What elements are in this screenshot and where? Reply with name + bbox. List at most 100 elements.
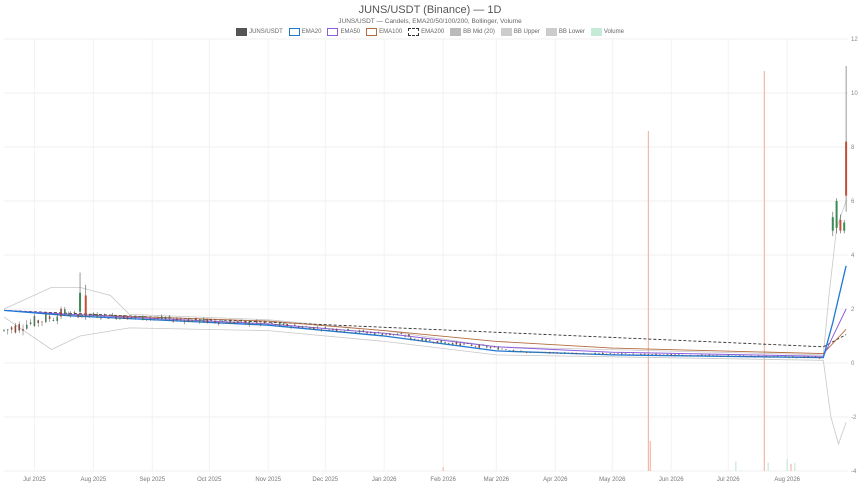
candle-body — [440, 340, 443, 343]
volume-spike — [647, 131, 650, 471]
candle-body — [358, 330, 361, 333]
candle-body — [735, 355, 737, 357]
candle-body — [138, 316, 140, 318]
candle-body — [723, 356, 726, 357]
x-tick-label: Mar 2026 — [484, 477, 510, 483]
candle-body — [198, 319, 201, 323]
candle-body — [814, 356, 817, 358]
candle-body — [489, 347, 492, 349]
candle-body — [662, 354, 665, 356]
candle-body — [267, 323, 270, 325]
candle-body — [115, 316, 117, 319]
candle-body — [421, 338, 423, 342]
candle-body — [560, 353, 562, 354]
legend-item: EMA200 — [408, 28, 444, 36]
candle-body — [362, 330, 365, 332]
candle-body — [33, 316, 36, 326]
candle-body — [803, 356, 806, 358]
candle-body — [324, 327, 327, 328]
candle-body — [700, 354, 703, 356]
candle-body — [704, 355, 707, 356]
candle-body — [111, 314, 114, 317]
candle-body — [556, 352, 558, 354]
candle-body — [153, 318, 155, 319]
candle-body — [807, 356, 809, 358]
candle-body — [719, 355, 722, 357]
y-tick-label: 10 — [851, 91, 858, 97]
legend-swatch — [500, 28, 512, 36]
candle-body — [482, 344, 484, 346]
candle-body — [335, 329, 338, 332]
candle-body — [761, 356, 764, 358]
legend-item: BB Lower — [545, 28, 585, 36]
candle-body — [501, 348, 503, 350]
legend-label: Volume — [603, 29, 624, 35]
candle-body — [233, 322, 235, 324]
legend-label: BB Lower — [558, 29, 585, 35]
candle-body — [605, 353, 608, 355]
y-tick-label: 6 — [851, 199, 855, 205]
candle-body — [3, 329, 5, 331]
x-tick-label: Aug 2026 — [774, 477, 800, 483]
candle-body — [259, 323, 262, 325]
candle-body — [843, 222, 846, 231]
candle-body — [533, 352, 536, 353]
candle-body — [436, 341, 439, 344]
legend-swatch — [450, 28, 462, 36]
candle-body — [575, 352, 577, 354]
y-tick-label: 8 — [851, 145, 855, 151]
candle-body — [29, 322, 32, 325]
candle-body — [347, 328, 349, 331]
legend-label: BB Upper — [513, 29, 540, 35]
legend-label: EMA20 — [301, 29, 322, 35]
legend-item: JUNS/USDT — [236, 28, 283, 36]
candle-body — [282, 323, 285, 326]
candle-body — [467, 343, 469, 344]
candle-body — [839, 219, 842, 231]
candle-body — [655, 353, 657, 355]
candle-body — [126, 316, 129, 320]
candle-body — [522, 351, 524, 353]
candle-body — [41, 321, 43, 323]
candle-body — [493, 346, 496, 348]
ema200-line — [3, 309, 847, 348]
candle-body — [22, 329, 24, 331]
candle-body — [636, 354, 638, 356]
candle-body — [693, 355, 695, 357]
candle-body — [512, 350, 515, 352]
candle-body — [370, 332, 372, 333]
volume-bar — [735, 461, 737, 471]
legend-swatch — [545, 28, 557, 36]
candle-body — [172, 319, 174, 322]
candle-body — [328, 329, 330, 331]
candle-body — [455, 342, 458, 345]
candle-body — [757, 355, 760, 357]
candle-body — [229, 320, 232, 325]
candle-body — [187, 319, 190, 322]
candle-body — [417, 339, 420, 341]
x-tick-label: Jun 2026 — [659, 477, 684, 483]
candle-body — [351, 332, 353, 334]
candle-body — [240, 320, 243, 321]
candle-body — [769, 356, 771, 358]
x-tick-label: Aug 2025 — [80, 477, 106, 483]
candle-body — [788, 356, 790, 358]
x-tick-label: Jul 2025 — [23, 477, 46, 483]
candle-body — [18, 324, 21, 331]
candle-body — [598, 352, 600, 354]
candle-body — [425, 338, 427, 342]
candle-body — [754, 356, 756, 358]
candle-body — [459, 343, 462, 346]
candle-body — [79, 292, 82, 312]
ema20-line — [3, 265, 847, 359]
candle-body — [624, 353, 627, 354]
legend-label: JUNS/USDT — [249, 29, 283, 35]
candle-body — [508, 350, 511, 352]
candle-body — [381, 333, 384, 336]
candle-body — [313, 327, 315, 330]
candle-body — [463, 343, 465, 345]
candle-body — [548, 351, 551, 354]
candle-body — [252, 323, 254, 325]
volume-bar — [767, 462, 769, 471]
